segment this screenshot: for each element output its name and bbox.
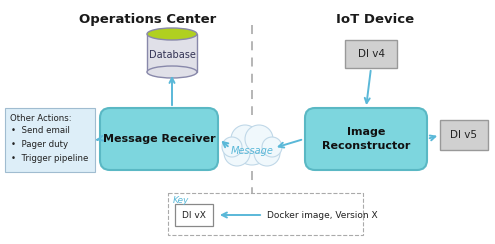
Text: •  Trigger pipeline: • Trigger pipeline (11, 154, 89, 163)
Text: •  Pager duty: • Pager duty (11, 140, 68, 149)
Text: Database: Database (148, 50, 196, 60)
Circle shape (224, 140, 250, 166)
Bar (345, 40, 397, 68)
Text: Image
Reconstructor: Image Reconstructor (322, 127, 410, 151)
Ellipse shape (147, 66, 197, 78)
Ellipse shape (147, 28, 197, 40)
Text: Docker image, Version X: Docker image, Version X (267, 211, 378, 220)
Text: Other Actions:: Other Actions: (10, 114, 72, 123)
Bar (175, 204, 213, 226)
FancyBboxPatch shape (100, 108, 218, 170)
Circle shape (245, 125, 273, 153)
Text: DI vX: DI vX (182, 211, 206, 220)
Circle shape (222, 137, 242, 157)
Text: DI v5: DI v5 (450, 130, 478, 140)
Circle shape (262, 137, 282, 157)
Text: Message: Message (231, 146, 273, 156)
Text: Operations Center: Operations Center (79, 13, 217, 26)
Bar (5, 108, 95, 172)
Text: •  Send email: • Send email (11, 126, 70, 135)
Text: DI v4: DI v4 (357, 49, 385, 59)
Text: Message Receiver: Message Receiver (102, 134, 215, 144)
Circle shape (234, 129, 270, 165)
Bar (147, 34, 197, 72)
Bar (168, 193, 363, 235)
Circle shape (231, 125, 259, 153)
Text: Key: Key (173, 196, 190, 205)
Circle shape (254, 140, 280, 166)
Bar (440, 120, 488, 150)
Text: IoT Device: IoT Device (336, 13, 414, 26)
FancyBboxPatch shape (305, 108, 427, 170)
